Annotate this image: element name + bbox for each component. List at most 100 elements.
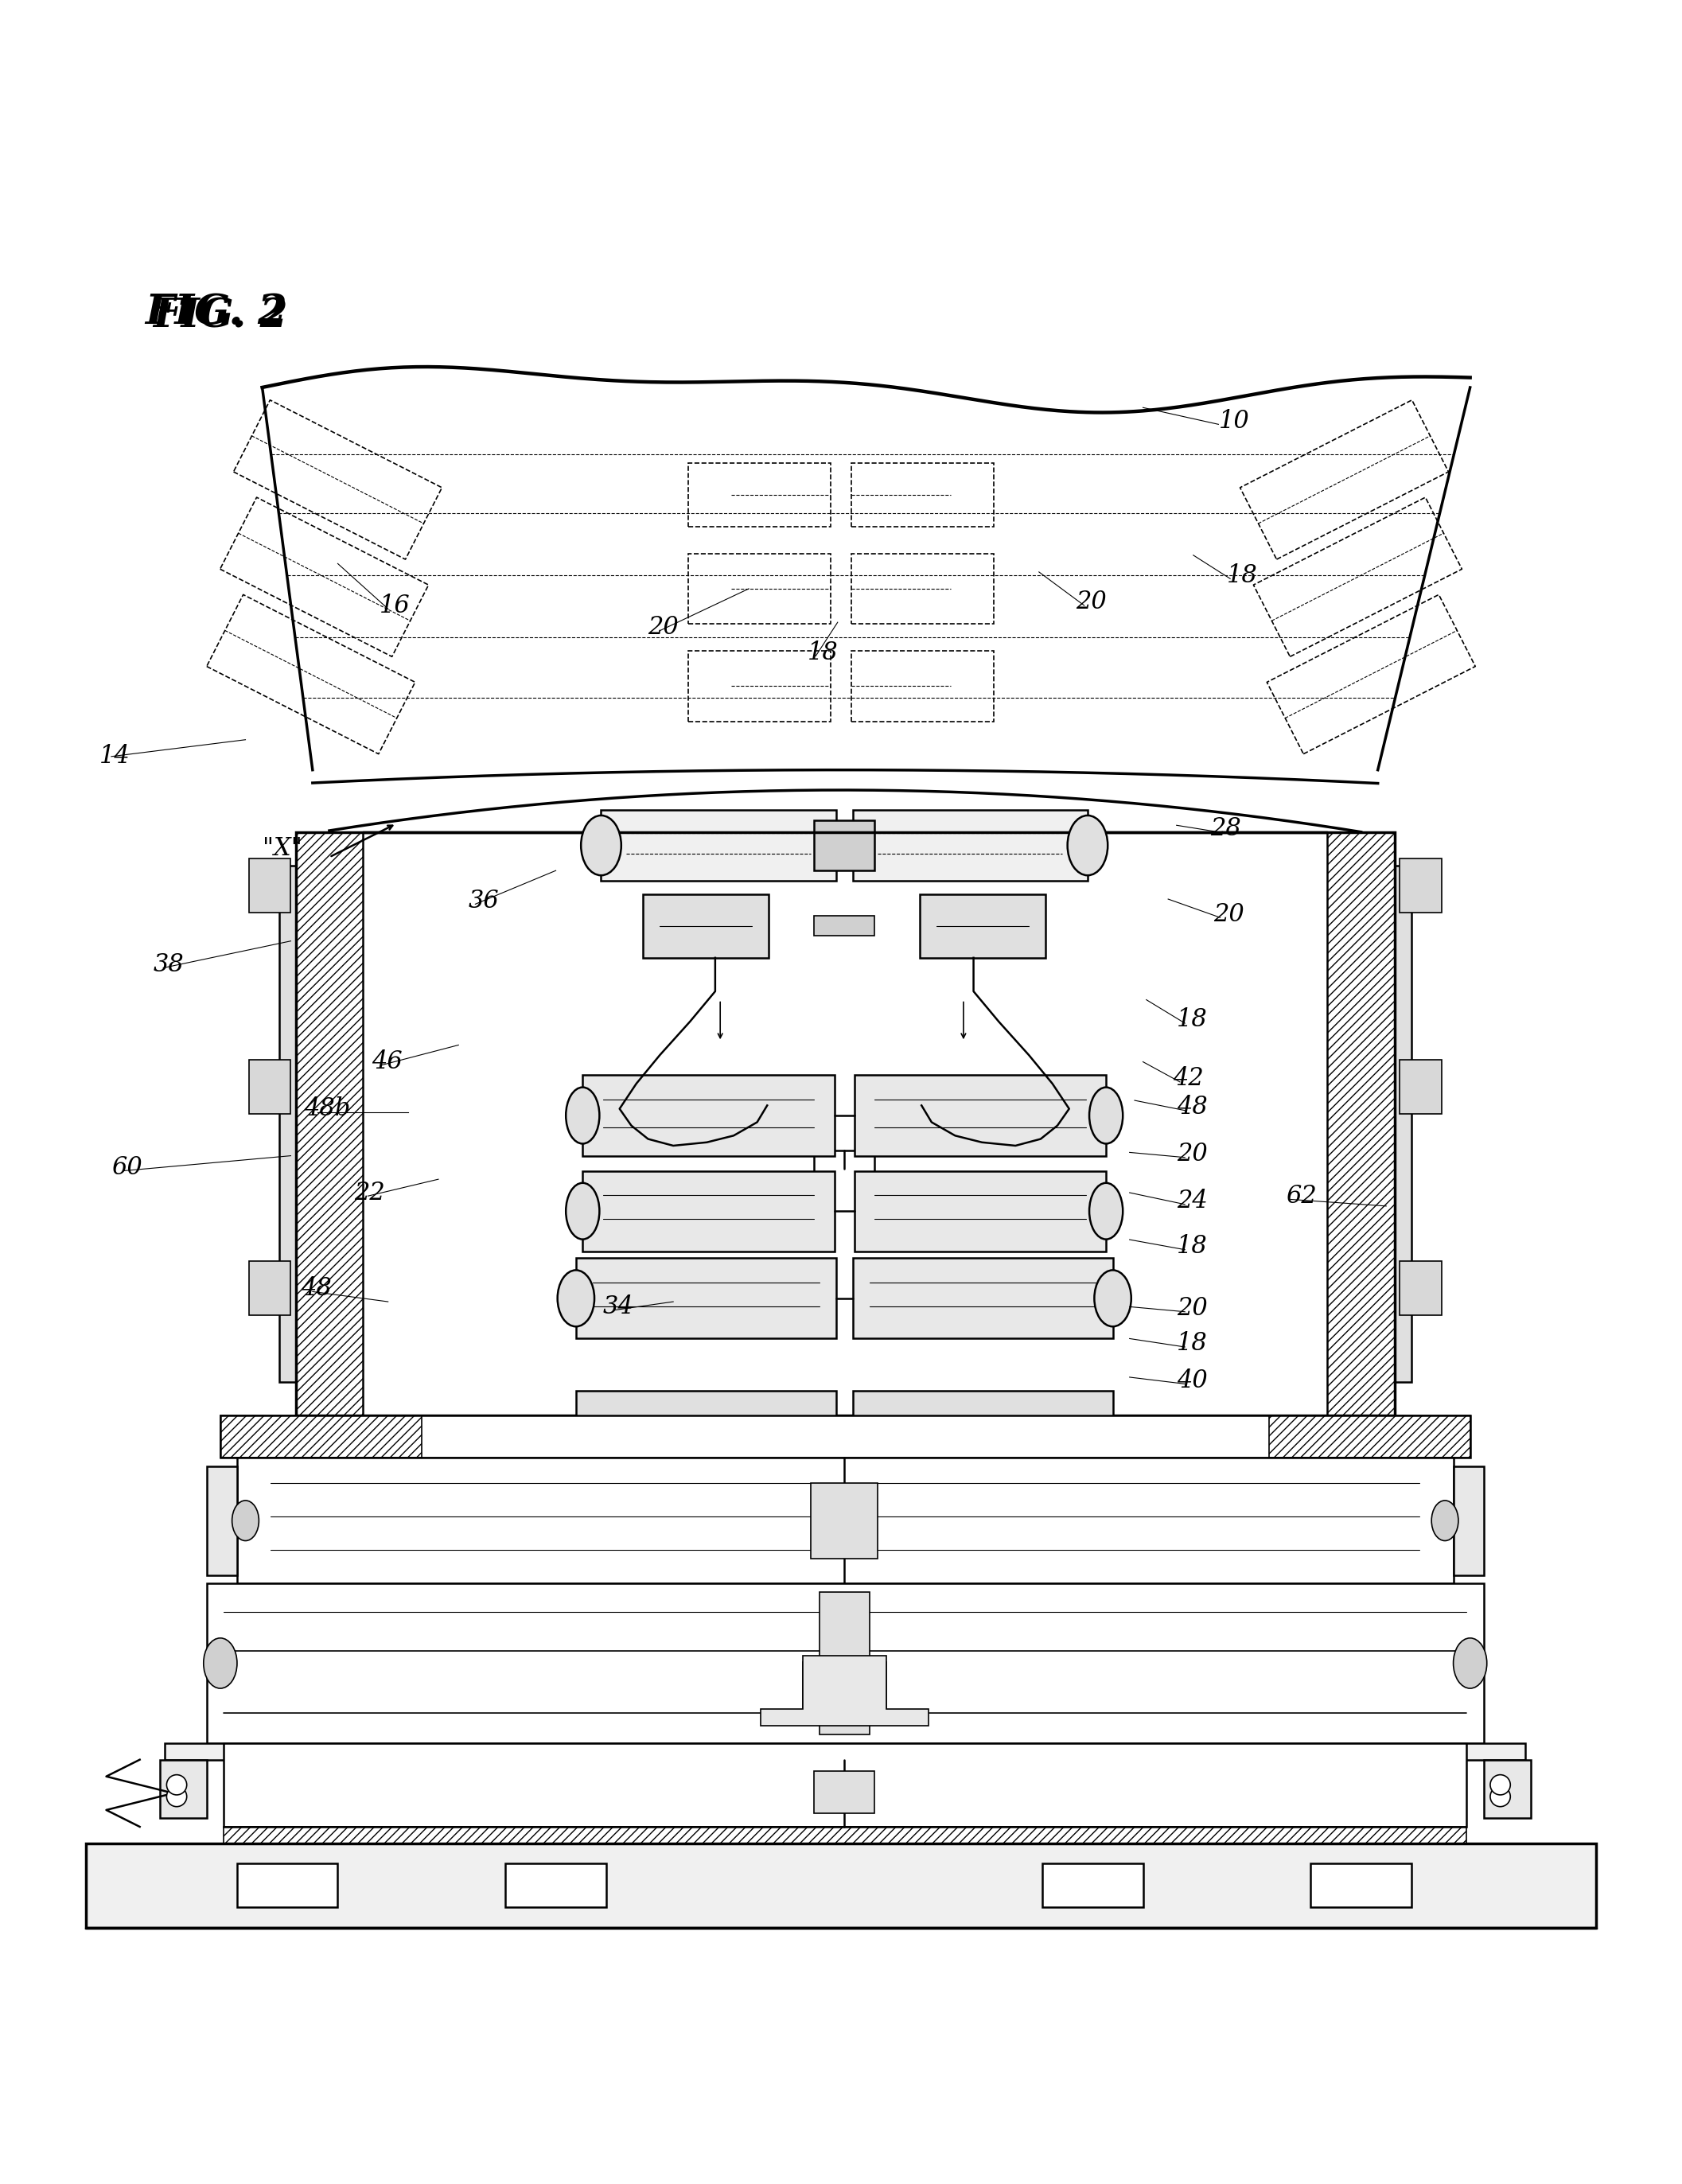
Bar (296, 832, 1394, 1415)
Bar (86, 1843, 1596, 1928)
Text: 14: 14 (99, 745, 130, 769)
Text: 28: 28 (1209, 817, 1241, 841)
Ellipse shape (232, 1500, 259, 1540)
Bar (1381, 865, 1411, 1382)
Ellipse shape (204, 1638, 237, 1688)
Bar (279, 865, 309, 1382)
Text: 48b: 48b (304, 1096, 350, 1120)
Bar (296, 832, 363, 1415)
Bar (575, 1391, 836, 1437)
Ellipse shape (1095, 1271, 1132, 1326)
Text: 10: 10 (1218, 408, 1250, 432)
Bar (639, 1435, 669, 1450)
Text: 38: 38 (153, 952, 183, 976)
Bar (1484, 1760, 1531, 1819)
Bar (220, 1415, 1470, 1457)
Bar (563, 1457, 600, 1479)
Text: 60: 60 (111, 1155, 141, 1179)
Ellipse shape (1490, 1787, 1510, 1806)
Text: 20: 20 (1176, 1142, 1208, 1166)
Bar (942, 1435, 972, 1450)
Text: 18: 18 (1176, 1007, 1208, 1033)
Text: 20: 20 (1076, 590, 1107, 614)
Ellipse shape (580, 815, 621, 876)
Bar (582, 1171, 834, 1251)
Bar (165, 1743, 1526, 1760)
Bar (237, 1863, 338, 1907)
Text: 24: 24 (1176, 1188, 1208, 1214)
Bar (1399, 1059, 1441, 1114)
Text: 20: 20 (1176, 1295, 1208, 1321)
Text: 42: 42 (1172, 1066, 1204, 1092)
Bar (224, 1826, 1467, 1843)
Ellipse shape (167, 1776, 187, 1795)
Text: 20: 20 (648, 616, 680, 640)
Bar (851, 463, 994, 526)
Text: 62: 62 (1285, 1184, 1317, 1208)
Bar (851, 651, 994, 721)
Bar (237, 1457, 1453, 1583)
Text: 18: 18 (807, 640, 838, 664)
Bar (854, 1075, 1107, 1155)
Ellipse shape (1068, 815, 1108, 876)
Bar (945, 1103, 1016, 1140)
Bar (1327, 832, 1394, 1415)
Text: 16: 16 (380, 594, 410, 618)
Text: 36: 36 (469, 889, 500, 913)
Text: 48: 48 (1176, 1094, 1208, 1120)
Text: 18: 18 (1226, 563, 1258, 587)
Text: 20: 20 (1213, 902, 1245, 926)
Ellipse shape (557, 1271, 594, 1326)
Text: "X": "X" (262, 836, 301, 860)
Ellipse shape (167, 1787, 187, 1806)
Bar (572, 1435, 602, 1450)
Bar (600, 810, 836, 880)
Text: FIG. 2: FIG. 2 (145, 293, 288, 332)
Bar (1009, 1435, 1039, 1450)
Bar (207, 1583, 1484, 1743)
Bar (1453, 1465, 1484, 1575)
Bar (249, 1262, 291, 1315)
Text: 40: 40 (1176, 1367, 1208, 1393)
Bar (853, 1391, 1113, 1437)
Bar (643, 893, 769, 959)
Bar (757, 1457, 794, 1479)
Bar (1310, 1863, 1411, 1907)
Bar (1399, 858, 1441, 913)
Bar (506, 1863, 606, 1907)
Bar (160, 1760, 207, 1819)
Bar (673, 1103, 743, 1140)
Polygon shape (760, 1655, 928, 1725)
Bar (853, 810, 1088, 880)
Bar (207, 1465, 237, 1575)
Ellipse shape (1090, 1184, 1124, 1238)
Bar (1043, 1863, 1144, 1907)
Bar (706, 1435, 737, 1450)
Bar (575, 1258, 836, 1339)
Bar (942, 1457, 979, 1479)
Text: 22: 22 (355, 1179, 385, 1206)
Bar (811, 1483, 878, 1559)
Bar (814, 1771, 875, 1813)
Text: 18: 18 (1176, 1234, 1208, 1258)
Bar (1268, 1415, 1470, 1457)
Bar (648, 1457, 685, 1479)
Text: 18: 18 (1176, 1332, 1208, 1356)
Bar (854, 1171, 1107, 1251)
Bar (851, 553, 994, 625)
Ellipse shape (565, 1088, 599, 1144)
Bar (249, 1059, 291, 1114)
Bar (814, 821, 875, 871)
Text: FIG. 2: FIG. 2 (153, 297, 288, 336)
Bar (920, 893, 1046, 959)
Bar (1043, 1457, 1080, 1479)
Bar (853, 1258, 1113, 1339)
Bar (814, 915, 875, 937)
Ellipse shape (1453, 1638, 1487, 1688)
Ellipse shape (1090, 1088, 1124, 1144)
Text: 48: 48 (301, 1275, 331, 1302)
Bar (819, 1592, 870, 1734)
Bar (582, 1075, 834, 1155)
Bar (249, 858, 291, 913)
Bar (688, 553, 831, 625)
